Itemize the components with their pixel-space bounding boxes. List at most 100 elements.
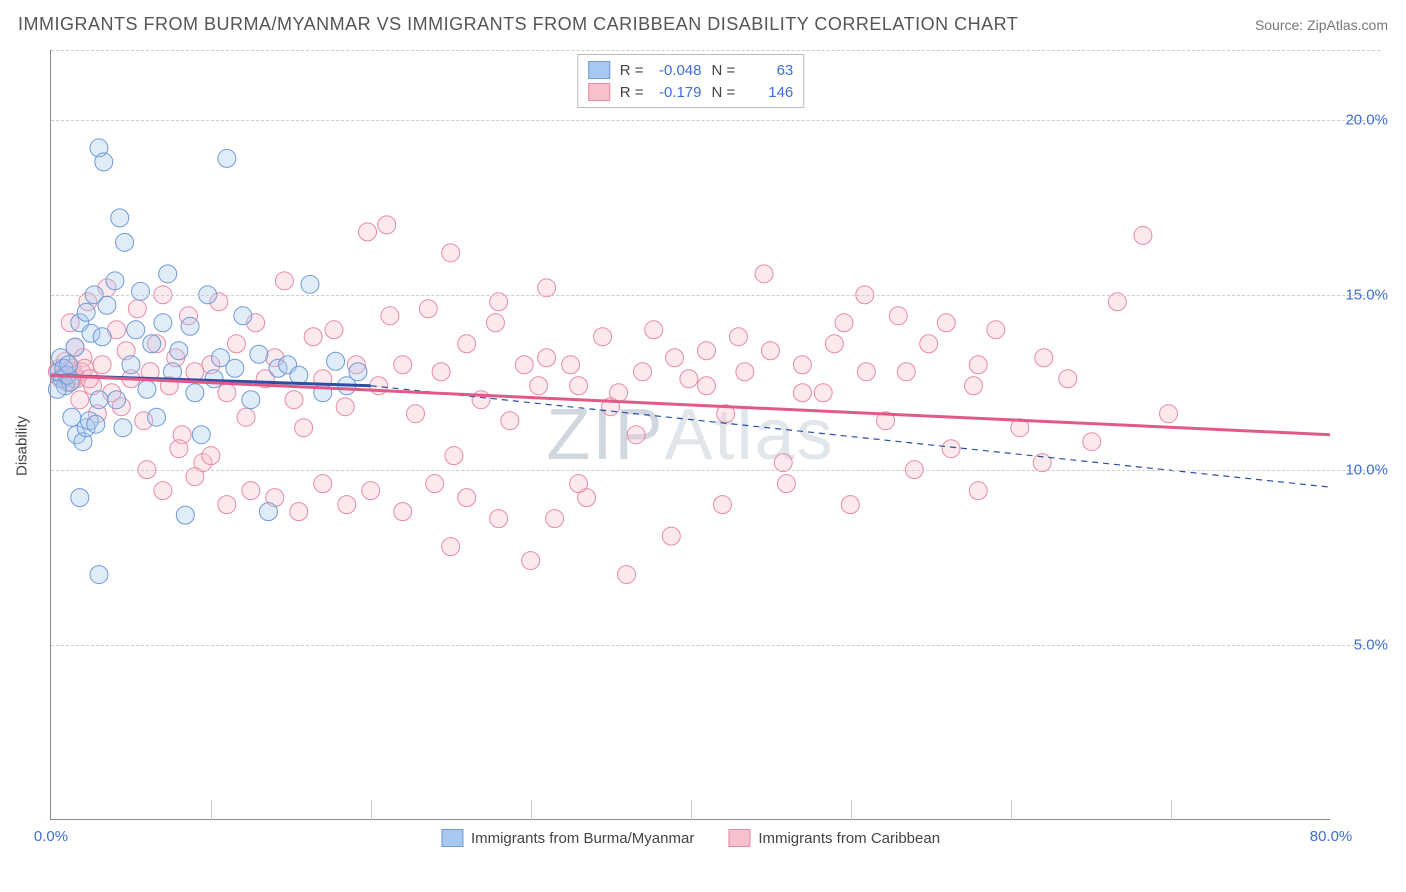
scatter-point [697,342,715,360]
gridline-vertical [531,800,532,820]
scatter-point [857,363,875,381]
scatter-point [697,377,715,395]
scatter-point [114,419,132,437]
scatter-point [490,510,508,528]
scatter-point [627,426,645,444]
scatter-point [259,503,277,521]
scatter-point [546,510,564,528]
scatter-point [234,307,252,325]
x-tick-label: 80.0% [1310,828,1353,845]
scatter-point [327,352,345,370]
scatter-point [486,314,504,332]
scatter-point [338,496,356,514]
scatter-point [1035,349,1053,367]
scatter-point [432,363,450,381]
scatter-point [237,408,255,426]
source-name: ZipAtlas.com [1307,17,1388,33]
series-legend: Immigrants from Burma/Myanmar Immigrants… [441,829,940,847]
scatter-point [969,482,987,500]
plot-area: R = -0.048 N = 63 R = -0.179 N = 146 ZIP… [50,50,1330,820]
legend-n-label: N = [712,84,736,101]
scatter-point [98,296,116,314]
legend-row-burma: R = -0.048 N = 63 [588,59,794,81]
scatter-point [618,566,636,584]
scatter-point [314,475,332,493]
scatter-point [202,447,220,465]
y-tick-label: 10.0% [1338,462,1388,479]
x-tick-label: 0.0% [34,828,68,845]
scatter-svg [51,50,1330,819]
scatter-point [87,415,105,433]
scatter-point [116,233,134,251]
scatter-point [407,405,425,423]
scatter-point [290,503,308,521]
scatter-point [394,503,412,521]
gridline-horizontal [51,50,1380,51]
scatter-point [394,356,412,374]
gridline-vertical [851,800,852,820]
scatter-point [381,307,399,325]
scatter-point [242,391,260,409]
scatter-point [835,314,853,332]
scatter-point [897,363,915,381]
scatter-point [71,489,89,507]
legend-r-value: -0.179 [654,84,702,101]
scatter-point [774,454,792,472]
gridline-vertical [211,800,212,820]
scatter-point [71,391,89,409]
scatter-point [666,349,684,367]
legend-swatch-burma [588,61,610,79]
scatter-point [205,370,223,388]
legend-r-label: R = [620,84,644,101]
scatter-point [186,363,204,381]
scatter-point [755,265,773,283]
scatter-point [814,384,832,402]
scatter-point [937,314,955,332]
scatter-point [841,496,859,514]
scatter-point [90,566,108,584]
scatter-point [250,345,268,363]
scatter-point [148,408,166,426]
scatter-point [522,552,540,570]
gridline-horizontal [51,645,1380,646]
trend-line [371,386,1330,487]
scatter-point [562,356,580,374]
scatter-point [242,482,260,500]
legend-swatch-burma [441,829,463,847]
scatter-point [111,209,129,227]
scatter-point [634,363,652,381]
scatter-point [645,321,663,339]
scatter-point [170,342,188,360]
scatter-point [218,496,236,514]
legend-r-value: -0.048 [654,62,702,79]
y-tick-label: 5.0% [1338,637,1388,654]
scatter-point [325,321,343,339]
scatter-point [285,391,303,409]
scatter-point [793,384,811,402]
scatter-point [122,356,140,374]
source-label: Source: [1255,17,1307,33]
scatter-point [515,356,533,374]
scatter-point [1059,370,1077,388]
chart-source: Source: ZipAtlas.com [1255,17,1388,33]
scatter-point [729,328,747,346]
scatter-point [218,149,236,167]
scatter-point [349,363,367,381]
scatter-point [793,356,811,374]
scatter-point [825,335,843,353]
scatter-point [458,489,476,507]
scatter-point [66,338,84,356]
scatter-point [48,380,66,398]
scatter-point [77,303,95,321]
gridline-horizontal [51,120,1380,121]
scatter-point [60,356,78,374]
scatter-point [987,321,1005,339]
scatter-point [154,482,172,500]
scatter-point [942,440,960,458]
gridline-vertical [371,800,372,820]
scatter-point [95,153,113,171]
scatter-point [143,335,161,353]
legend-label-burma: Immigrants from Burma/Myanmar [471,830,694,847]
scatter-point [295,419,313,437]
scatter-point [680,370,698,388]
